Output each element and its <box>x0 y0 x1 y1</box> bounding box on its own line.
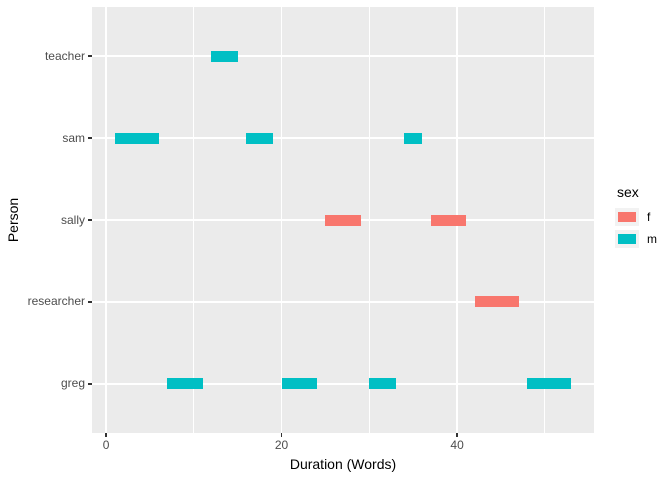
x-tick-label-20: 20 <box>274 438 289 452</box>
y-tick-mark-teacher <box>88 55 92 57</box>
legend-entry-m: m <box>615 230 672 248</box>
legend-label-m: m <box>647 232 657 246</box>
y-tick-mark-sam <box>88 137 92 139</box>
y-axis-title: Person <box>5 197 21 243</box>
segment-bar-sally-25 <box>325 214 361 226</box>
gridline-major-y-greg <box>92 383 594 385</box>
y-tick-mark-sally <box>88 219 92 221</box>
segment-bar-sam-16 <box>246 132 273 144</box>
plot-panel <box>92 7 594 433</box>
segment-bar-greg-20 <box>281 378 317 390</box>
legend-key-m <box>615 230 639 248</box>
segment-bar-researcher-42 <box>474 296 519 308</box>
y-tick-label-sam: sam <box>62 130 85 145</box>
legend-title: sex <box>617 184 639 200</box>
y-tick-label-teacher: teacher <box>44 48 85 63</box>
gridline-major-y-researcher <box>92 301 594 303</box>
segment-bar-greg-7 <box>167 378 203 390</box>
legend-key-f <box>615 208 639 226</box>
legend-swatch-f <box>618 212 636 222</box>
x-tick-mark-0 <box>105 433 107 437</box>
gridline-major-y-teacher <box>92 55 594 57</box>
gridline-major-y-sam <box>92 137 594 139</box>
y-tick-label-greg: greg <box>60 376 85 391</box>
y-tick-label-sally: sally <box>60 212 85 227</box>
x-tick-label-40: 40 <box>450 438 464 452</box>
x-tick-mark-40 <box>456 433 458 437</box>
segment-bar-sam-34 <box>404 132 422 144</box>
legend-swatch-m <box>618 234 636 244</box>
x-tick-mark-20 <box>280 433 283 437</box>
segment-bar-greg-30 <box>369 378 396 390</box>
legend-label-f: f <box>647 210 651 224</box>
y-tick-mark-greg <box>88 383 92 385</box>
y-tick-mark-researcher <box>88 301 92 303</box>
legend-entry-f: f <box>615 208 672 226</box>
segment-bar-sally-37 <box>430 214 466 226</box>
x-axis-title: Duration (Words) <box>289 456 397 472</box>
x-tick-label-0: 0 <box>102 438 110 452</box>
segment-bar-sam-1 <box>114 132 159 144</box>
segment-bar-greg-48 <box>527 378 572 390</box>
segment-bar-teacher-12 <box>211 50 238 62</box>
y-tick-label-researcher: researcher <box>27 294 85 309</box>
